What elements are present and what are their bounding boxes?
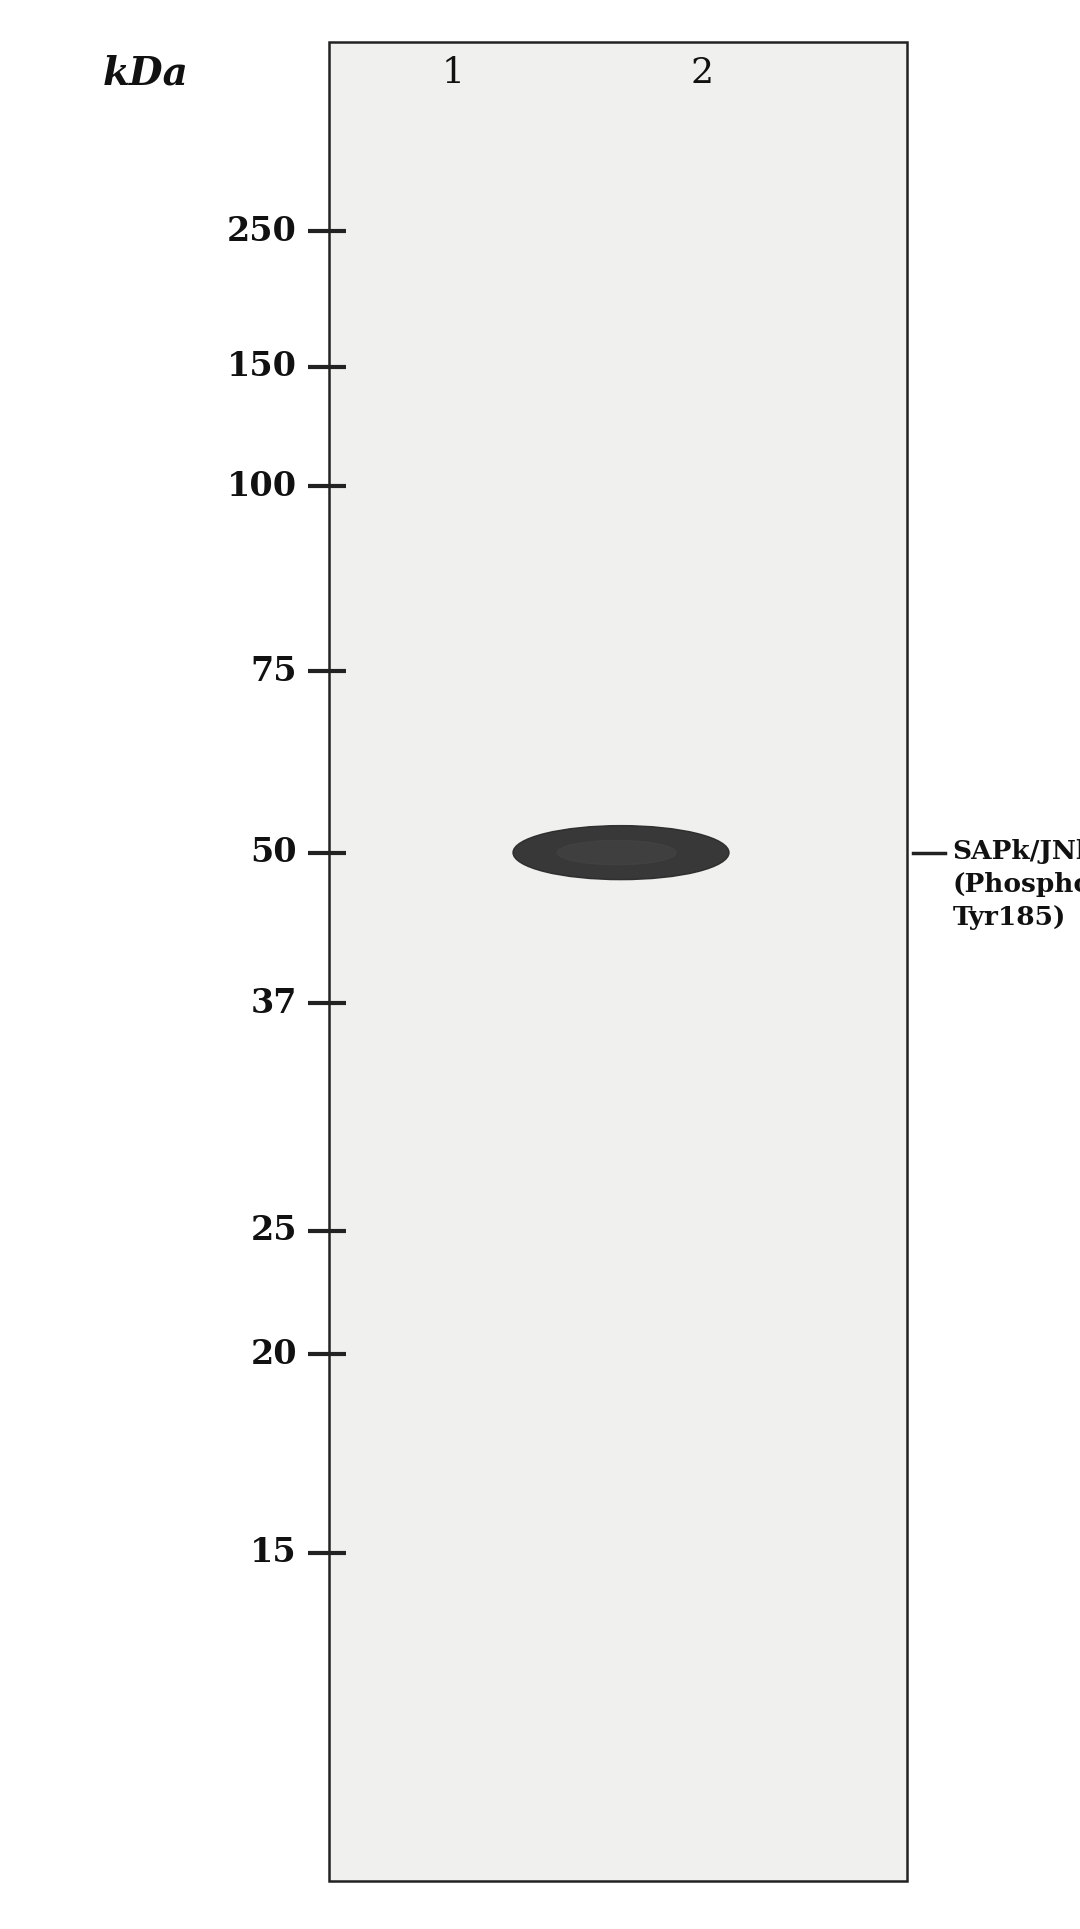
Text: SAPk/JNk
(Phospho-
Tyr185): SAPk/JNk (Phospho- Tyr185) — [953, 839, 1080, 930]
Text: 25: 25 — [251, 1213, 297, 1248]
Text: 250: 250 — [227, 214, 297, 249]
Text: kDa: kDa — [103, 54, 189, 93]
Text: 100: 100 — [227, 469, 297, 503]
Text: 37: 37 — [251, 986, 297, 1020]
Text: 20: 20 — [251, 1337, 297, 1372]
Bar — [329, 42, 907, 1881]
Text: 75: 75 — [251, 654, 297, 689]
Text: 2: 2 — [690, 56, 714, 91]
Ellipse shape — [513, 826, 729, 880]
Text: 150: 150 — [227, 349, 297, 384]
Text: 50: 50 — [251, 835, 297, 870]
Text: 15: 15 — [251, 1535, 297, 1570]
Ellipse shape — [557, 841, 676, 864]
Text: 1: 1 — [442, 56, 465, 91]
